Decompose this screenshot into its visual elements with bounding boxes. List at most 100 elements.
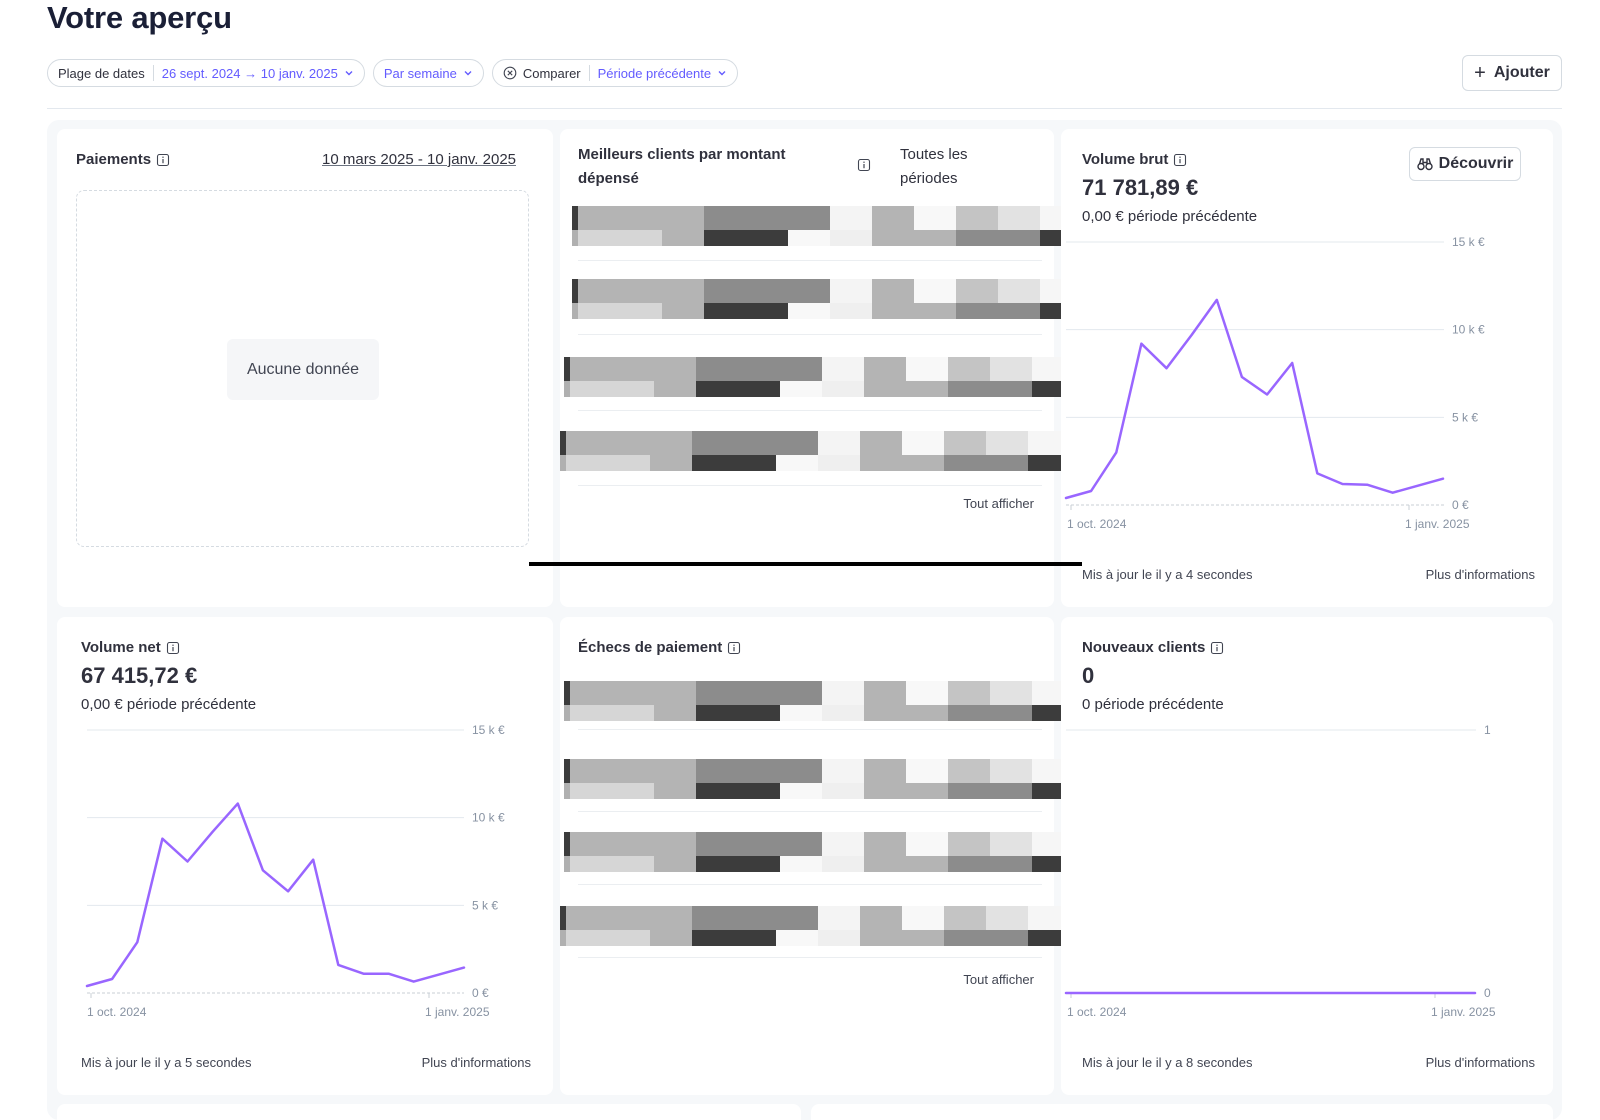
redacted-block — [572, 303, 578, 319]
redacted-block — [956, 206, 998, 230]
period-selector[interactable]: Toutes les périodes — [900, 146, 968, 187]
info-icon[interactable] — [857, 158, 871, 172]
redacted-block — [864, 381, 906, 397]
redacted-block — [986, 906, 1028, 930]
redacted-block — [780, 357, 822, 381]
list-item[interactable] — [572, 279, 1082, 319]
discover-button[interactable]: Découvrir — [1409, 147, 1521, 181]
redacted-block — [662, 279, 704, 303]
interval-filter[interactable]: Par semaine — [372, 59, 484, 87]
series-line — [85, 802, 466, 988]
redacted-block — [830, 279, 872, 303]
compare-label: Comparer — [522, 65, 581, 81]
redacted-block — [776, 431, 818, 455]
redacted-block — [662, 230, 704, 246]
list-item[interactable] — [572, 206, 1082, 246]
redacted-block — [998, 230, 1040, 246]
list-item[interactable] — [560, 906, 1070, 946]
list-item[interactable] — [560, 431, 1070, 471]
add-button[interactable]: + Ajouter — [1462, 55, 1562, 91]
redacted-block — [564, 759, 570, 783]
divider-line — [529, 562, 1082, 566]
redacted-block — [872, 279, 914, 303]
y-tick-label: 5 k € — [1452, 410, 1478, 424]
redacted-block — [830, 230, 872, 246]
net-volume-more-link[interactable]: Plus d'informations — [421, 1055, 531, 1070]
gross-volume-more-link[interactable]: Plus d'informations — [1425, 567, 1535, 582]
redacted-block — [990, 681, 1032, 705]
gross-volume-previous: 0,00 € période précédente — [1082, 208, 1258, 225]
redacted-block — [654, 856, 696, 872]
payment-failures-title-text: Échecs de paiement — [578, 639, 723, 656]
redacted-block — [906, 783, 948, 799]
redacted-block — [986, 455, 1028, 471]
clear-circle-icon[interactable] — [503, 66, 517, 80]
bottom-card-right — [811, 1104, 1553, 1120]
redacted-block — [692, 906, 776, 930]
redacted-block — [906, 357, 948, 381]
redacted-block — [570, 381, 654, 397]
redacted-block — [780, 783, 822, 799]
redacted-block — [1028, 930, 1070, 946]
payments-card: Paiements 10 mars 2025 - 10 janv. 2025 A… — [57, 129, 553, 607]
redacted-block — [654, 357, 696, 381]
redacted-block — [914, 230, 956, 246]
redacted-block — [864, 832, 906, 856]
redacted-block — [704, 230, 788, 246]
redacted-block — [564, 832, 570, 856]
x-tick-label: 1 oct. 2024 — [87, 1005, 147, 1019]
list-item[interactable] — [564, 832, 1074, 872]
date-range-filter[interactable]: Plage de dates 26 sept. 2024 → 10 janv. … — [47, 59, 365, 87]
redacted-block — [998, 206, 1040, 230]
y-tick-label: 0 € — [1452, 498, 1469, 512]
list-item[interactable] — [564, 357, 1074, 397]
redacted-block — [564, 381, 570, 397]
info-icon[interactable] — [727, 641, 741, 655]
info-icon[interactable] — [156, 153, 170, 167]
y-tick-label: 0 — [1484, 986, 1491, 1000]
compare-filter[interactable]: Comparer Période précédente — [491, 59, 739, 87]
redacted-block — [654, 783, 696, 799]
net-volume-chart: 15 k € 10 k € 5 k € 0 € 1 oct. 2024 1 janv. 2… — [85, 723, 505, 1019]
redacted-block — [572, 206, 578, 230]
row-divider — [578, 957, 1042, 958]
redacted-block — [948, 681, 990, 705]
redacted-block — [818, 930, 860, 946]
chevron-down-icon — [718, 71, 726, 76]
view-all-link[interactable]: Tout afficher — [963, 972, 1034, 987]
gross-volume-value: 71 781,89 € — [1082, 175, 1199, 200]
compare-value: Période précédente — [597, 65, 712, 81]
payment-failures-title: Échecs de paiement — [578, 639, 741, 656]
x-tick-label: 1 janv. 2025 — [1431, 1005, 1496, 1019]
redacted-block — [696, 832, 780, 856]
new-customers-card: Nouveaux clients 0 0 période précédente … — [1061, 617, 1553, 1095]
redacted-block — [662, 206, 704, 230]
redacted-block — [990, 832, 1032, 856]
redacted-block — [560, 431, 566, 455]
redacted-block — [914, 303, 956, 319]
redacted-block — [696, 759, 780, 783]
list-item[interactable] — [564, 759, 1074, 799]
redacted-block — [986, 431, 1028, 455]
redacted-block — [570, 357, 654, 381]
info-icon[interactable] — [1210, 641, 1224, 655]
list-item[interactable] — [564, 681, 1074, 721]
redacted-block — [578, 303, 662, 319]
redacted-block — [872, 230, 914, 246]
new-customers-more-link[interactable]: Plus d'informations — [1425, 1055, 1535, 1070]
payments-date-link[interactable]: 10 mars 2025 - 10 janv. 2025 — [322, 151, 517, 168]
net-volume-value: 67 415,72 € — [81, 663, 198, 688]
redacted-block — [560, 906, 566, 930]
chevron-down-icon — [464, 71, 472, 76]
redacted-block — [944, 930, 986, 946]
view-all-link[interactable]: Tout afficher — [963, 496, 1034, 511]
redacted-block — [906, 681, 948, 705]
redacted-block — [570, 783, 654, 799]
redacted-block — [572, 279, 578, 303]
header-divider — [47, 108, 1562, 109]
redacted-block — [872, 206, 914, 230]
redacted-block — [956, 303, 998, 319]
info-icon[interactable] — [1173, 153, 1187, 167]
info-icon[interactable] — [166, 641, 180, 655]
redacted-block — [704, 206, 788, 230]
